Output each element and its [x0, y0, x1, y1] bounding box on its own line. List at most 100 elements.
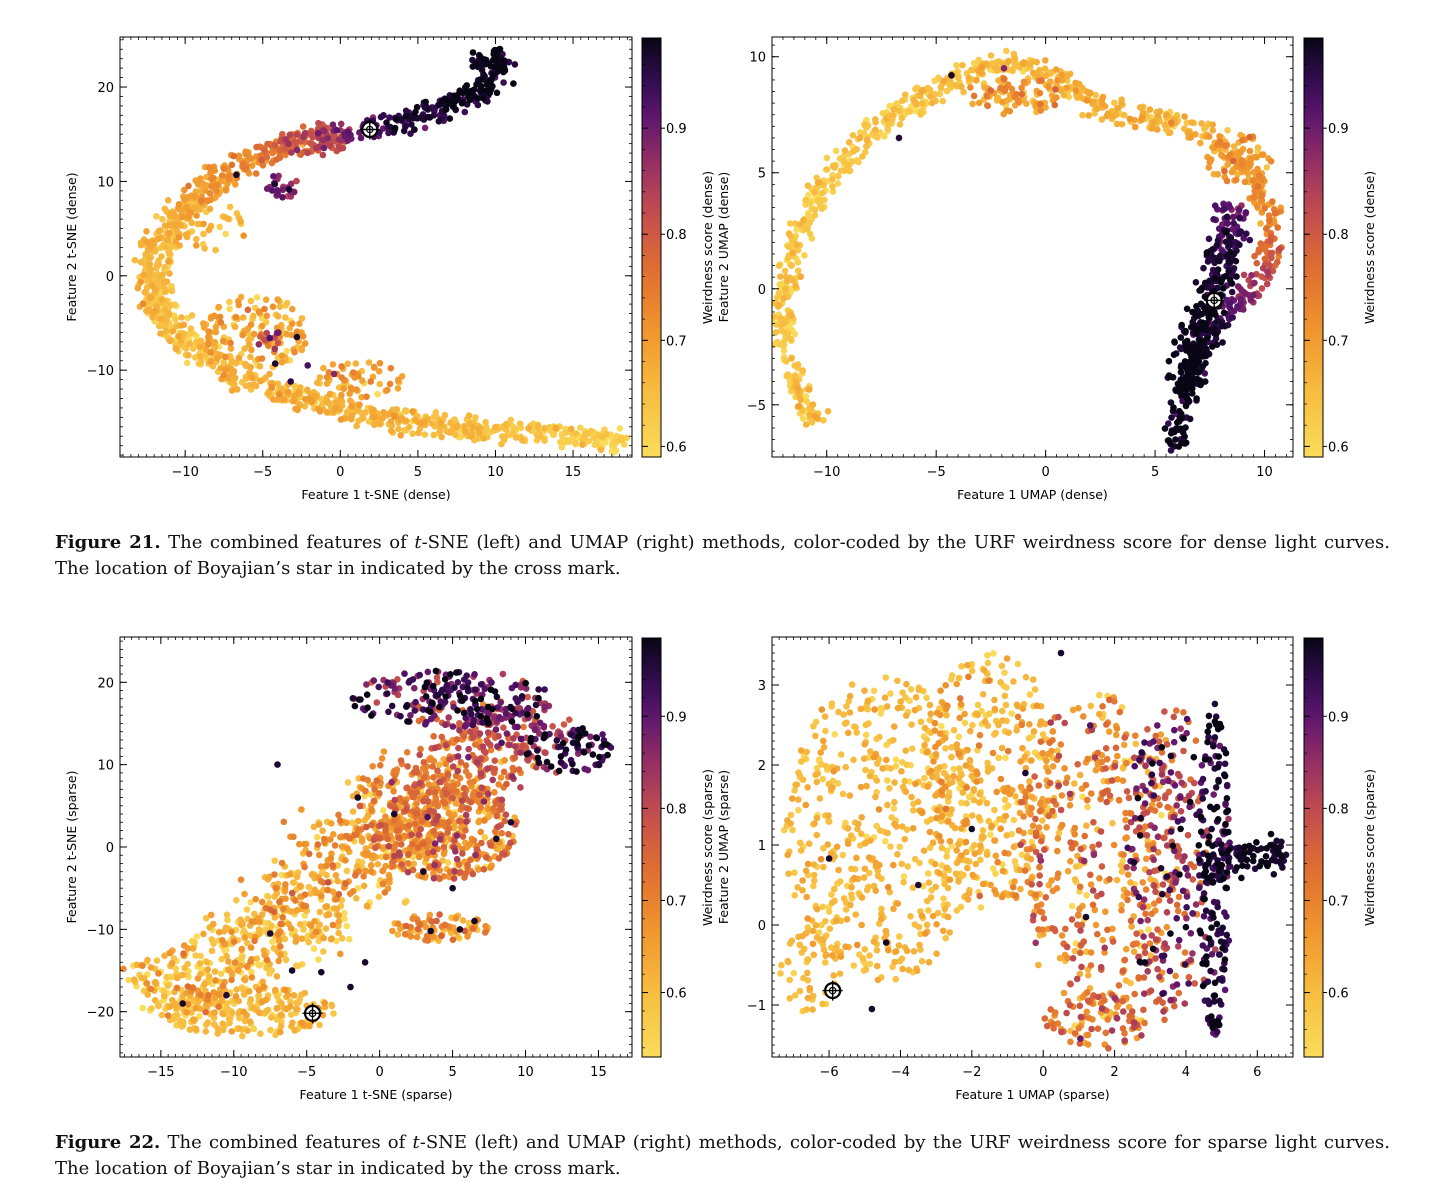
scatter-point: [1161, 425, 1169, 432]
scatter-point: [470, 837, 478, 844]
scatter-point: [391, 796, 399, 804]
scatter-point: [146, 261, 153, 268]
scatter-point: [376, 380, 384, 388]
y-tick-label: 10: [97, 175, 114, 190]
scatter-point: [120, 965, 127, 973]
scatter-point: [219, 937, 226, 944]
scatter-point: [453, 788, 460, 795]
scatter-point: [424, 849, 432, 857]
scatter-point: [340, 385, 348, 393]
scatter-point: [375, 368, 383, 375]
scatter-point: [1200, 264, 1207, 272]
scatter-point: [1008, 85, 1016, 93]
scatter-point: [500, 768, 508, 776]
scatter-point: [158, 1011, 166, 1019]
scatter-point: [465, 745, 473, 753]
scatter-point: [421, 431, 429, 438]
scatter-point: [202, 1028, 210, 1035]
scatter-point: [338, 896, 346, 904]
scatter-point: [392, 115, 400, 123]
scatter-point: [487, 84, 495, 92]
scatter-point: [524, 693, 531, 701]
scatter-point: [151, 307, 159, 315]
scatter-point: [449, 763, 457, 770]
scatter-point: [296, 320, 303, 328]
scatter-point: [534, 424, 541, 431]
scatter-point: [1098, 116, 1106, 123]
scatter-point: [429, 848, 437, 855]
scatter-point: [144, 238, 151, 246]
scatter-point: [241, 345, 248, 353]
scatter-point: [232, 181, 239, 188]
scatter-point: [793, 241, 800, 248]
scatter-point: [1201, 279, 1209, 287]
scatter-point: [404, 763, 411, 770]
scatter-point: [375, 893, 383, 901]
scatter-point: [298, 315, 306, 322]
scatter-point: [1166, 373, 1174, 381]
colorbar-tick-label: 0.7: [666, 334, 687, 349]
scatter-point: [813, 414, 821, 422]
scatter-point: [969, 100, 976, 108]
scatter-point: [335, 912, 343, 919]
colorbar-tick-label: 0.8: [1328, 228, 1349, 243]
scatter-point: [953, 62, 960, 69]
scatter-point: [161, 264, 168, 271]
scatter-point: [414, 925, 422, 933]
scatter-point: [380, 409, 387, 416]
scatter-point: [496, 45, 504, 53]
scatter-point: [265, 390, 272, 397]
scatter-point: [1224, 161, 1231, 168]
scatter-point: [183, 359, 191, 367]
scatter-point: [259, 998, 266, 1005]
scatter-point: [1269, 267, 1277, 275]
scatter-point: [370, 421, 378, 429]
scatter-point: [376, 834, 384, 842]
scatter-point: [228, 976, 235, 984]
scatter-point: [817, 202, 824, 209]
scatter-point: [376, 790, 383, 797]
scatter-point: [144, 956, 151, 964]
scatter-point: [222, 366, 229, 374]
scatter-point: [377, 821, 385, 829]
scatter-point: [946, 80, 954, 88]
scatter-point: [409, 430, 416, 438]
scatter-point: [454, 933, 462, 941]
scatter-point: [459, 833, 467, 840]
scatter-point: [430, 827, 438, 835]
scatter-point: [1198, 120, 1205, 127]
scatter-point: [348, 403, 355, 410]
scatter-point: [1222, 142, 1229, 149]
scatter-point: [455, 817, 463, 825]
scatter-point: [239, 331, 246, 339]
y-tick-label: 20: [97, 81, 114, 96]
scatter-point: [524, 757, 532, 764]
scatter-point: [159, 215, 166, 223]
scatter-point: [442, 721, 449, 729]
scatter-point: [515, 766, 523, 773]
scatter-point: [1230, 157, 1237, 165]
scatter-point: [233, 896, 240, 904]
scatter-point: [928, 99, 936, 107]
scatter-point: [1036, 66, 1043, 74]
scatter-point: [464, 933, 471, 940]
scatter-point: [166, 310, 173, 318]
scatter-point: [193, 235, 200, 243]
scatter-point: [1213, 241, 1221, 249]
scatter-point: [1230, 219, 1237, 227]
scatter-point: [1188, 345, 1196, 352]
scatter-point: [397, 432, 405, 439]
scatter-point: [855, 158, 862, 166]
scatter-point: [193, 212, 200, 219]
scatter-point: [879, 109, 887, 117]
scatter-point: [404, 860, 412, 867]
scatter-point: [1274, 224, 1281, 231]
scatter-point: [462, 428, 469, 435]
scatter-point: [1020, 78, 1028, 86]
scatter-point: [268, 187, 276, 194]
scatter-point: [215, 1003, 222, 1010]
scatter-point: [960, 88, 967, 96]
scatter-point: [1041, 65, 1049, 72]
scatter-point: [131, 256, 139, 264]
scatter-point: [1037, 100, 1044, 108]
